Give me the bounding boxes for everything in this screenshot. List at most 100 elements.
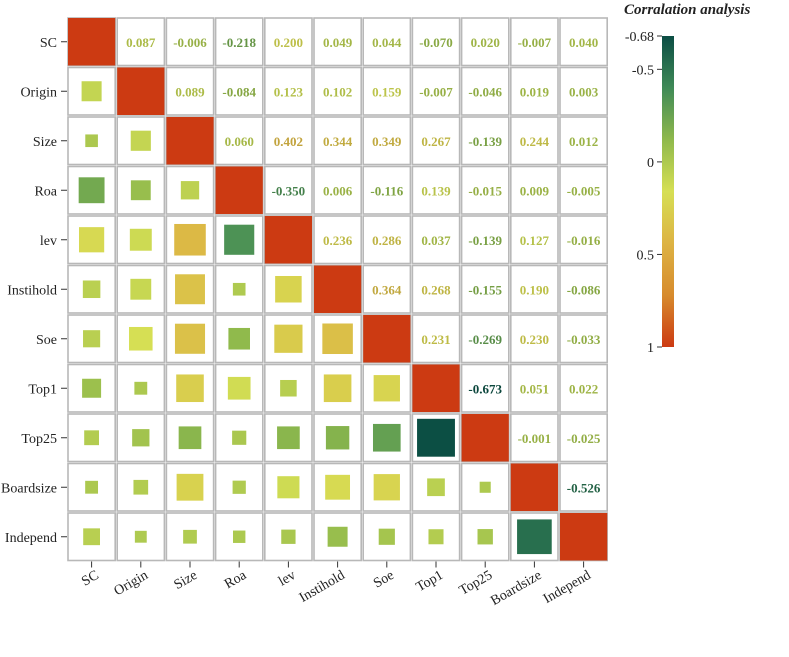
corr-value-top25-independ: -0.025 [567, 431, 601, 446]
corr-square-boardsize-size [176, 473, 204, 501]
y-tick-label: Top1 [28, 382, 57, 397]
legend-title: Corralation analysis [624, 2, 751, 18]
cell-frame [559, 363, 609, 413]
x-tick-label: Roa [222, 568, 250, 593]
corr-value-origin-top25: -0.046 [468, 84, 502, 99]
corr-value-top25-boardsize: -0.001 [518, 431, 552, 446]
corr-value-lev-instihold: 0.236 [323, 233, 353, 248]
corr-value-soe-top1: 0.231 [421, 332, 450, 347]
cell-frame [362, 66, 412, 116]
cell-frame [263, 116, 313, 166]
corr-square-top1-sc [82, 378, 102, 398]
cell-frame [559, 116, 609, 166]
cell-frame [362, 215, 412, 265]
corr-square-roa-sc [78, 177, 105, 204]
cell-frame [411, 17, 461, 67]
y-tick-label: lev [40, 234, 57, 249]
x-tick-label: lev [276, 568, 298, 590]
corr-square-lev-origin [129, 228, 152, 251]
y-tick-label: SC [40, 36, 57, 51]
cell-frame [559, 215, 609, 265]
cell-frame [362, 116, 412, 166]
corr-value-size-instihold: 0.344 [323, 134, 353, 149]
corr-value-sc-origin: 0.087 [126, 35, 156, 50]
cell-frame [460, 66, 510, 116]
cell-frame [313, 17, 363, 67]
y-tick-label: Instihold [7, 283, 57, 298]
diagonal-cell-sc [68, 18, 116, 66]
cell-frame [411, 264, 461, 314]
colorbar-tick-label: 1 [647, 341, 654, 356]
corr-square-independ-instihold [327, 526, 348, 547]
x-tick-label: Top25 [457, 568, 495, 599]
cell-frame [313, 66, 363, 116]
corr-square-roa-size [180, 181, 200, 200]
corr-value-sc-boardsize: -0.007 [518, 35, 552, 50]
y-tick-label: Boardsize [1, 481, 57, 496]
cell-frame [509, 116, 559, 166]
cell-frame [509, 215, 559, 265]
corr-square-top1-lev [280, 379, 297, 397]
corr-square-soe-roa [228, 327, 250, 350]
diagonal-cell-instihold [314, 265, 362, 313]
corr-square-independ-origin [134, 530, 147, 543]
corr-value-lev-boardsize: 0.127 [520, 233, 550, 248]
corr-square-independ-boardsize [517, 519, 552, 555]
cell-frame [411, 215, 461, 265]
diagonal-cell-independ [560, 513, 608, 561]
cell-frame [559, 413, 609, 463]
y-tick-label: Soe [36, 333, 57, 348]
x-tick-label: Origin [112, 568, 151, 599]
cell-frame [509, 314, 559, 364]
corr-value-soe-boardsize: 0.230 [520, 332, 549, 347]
colorbar-tick-label: 0.5 [637, 248, 655, 263]
corr-square-top1-size [176, 374, 204, 403]
cell-frame [559, 17, 609, 67]
corr-square-boardsize-lev [277, 476, 300, 499]
cell-frame [509, 165, 559, 215]
corr-value-top1-independ: 0.022 [569, 381, 598, 396]
corr-value-sc-soe: 0.044 [372, 35, 402, 50]
x-tick-label: Independ [541, 568, 594, 607]
diagonal-cell-size [166, 117, 214, 165]
cell-frame [214, 512, 264, 562]
corr-value-instihold-top1: 0.268 [421, 282, 451, 297]
x-tick-label: Soe [371, 568, 397, 591]
cell-frame [460, 17, 510, 67]
cell-frame [460, 165, 510, 215]
corr-value-origin-boardsize: 0.019 [520, 84, 550, 99]
corr-square-boardsize-instihold [325, 474, 351, 500]
colorbar-tick-label: -0.5 [632, 63, 654, 78]
corr-value-size-boardsize: 0.244 [520, 134, 550, 149]
diagonal-cell-boardsize [510, 463, 558, 511]
colorbar-tick-label: -0.68 [625, 30, 654, 45]
diagonal-cell-origin [117, 67, 165, 115]
cell-frame [214, 314, 264, 364]
corr-value-origin-size: 0.089 [175, 84, 205, 99]
corr-square-boardsize-origin [133, 479, 149, 495]
corr-value-sc-roa: -0.218 [222, 35, 256, 50]
cell-frame [411, 66, 461, 116]
diagonal-cell-top1 [412, 364, 460, 412]
corr-value-sc-size: -0.006 [173, 35, 207, 50]
corr-value-origin-roa: -0.084 [222, 84, 256, 99]
corr-value-soe-top25: -0.269 [468, 332, 502, 347]
corr-value-origin-top1: -0.007 [419, 84, 453, 99]
corr-value-soe-independ: -0.033 [567, 332, 601, 347]
colorbar [662, 36, 674, 347]
corr-square-soe-size [174, 323, 206, 354]
corr-square-lev-sc [78, 227, 105, 253]
corr-square-boardsize-soe [373, 474, 400, 501]
corr-value-origin-independ: 0.003 [569, 84, 599, 99]
cell-frame [411, 116, 461, 166]
corr-value-top1-top25: -0.673 [468, 381, 502, 396]
x-tick-label: Top1 [414, 568, 446, 595]
cell-frame [116, 462, 166, 512]
cell-frame [362, 165, 412, 215]
corr-square-size-sc [85, 134, 98, 148]
y-tick-label: Origin [20, 85, 57, 100]
corr-value-origin-instihold: 0.102 [323, 84, 352, 99]
cell-frame [559, 165, 609, 215]
cell-frame [411, 165, 461, 215]
corr-value-roa-top1: 0.139 [421, 183, 451, 198]
